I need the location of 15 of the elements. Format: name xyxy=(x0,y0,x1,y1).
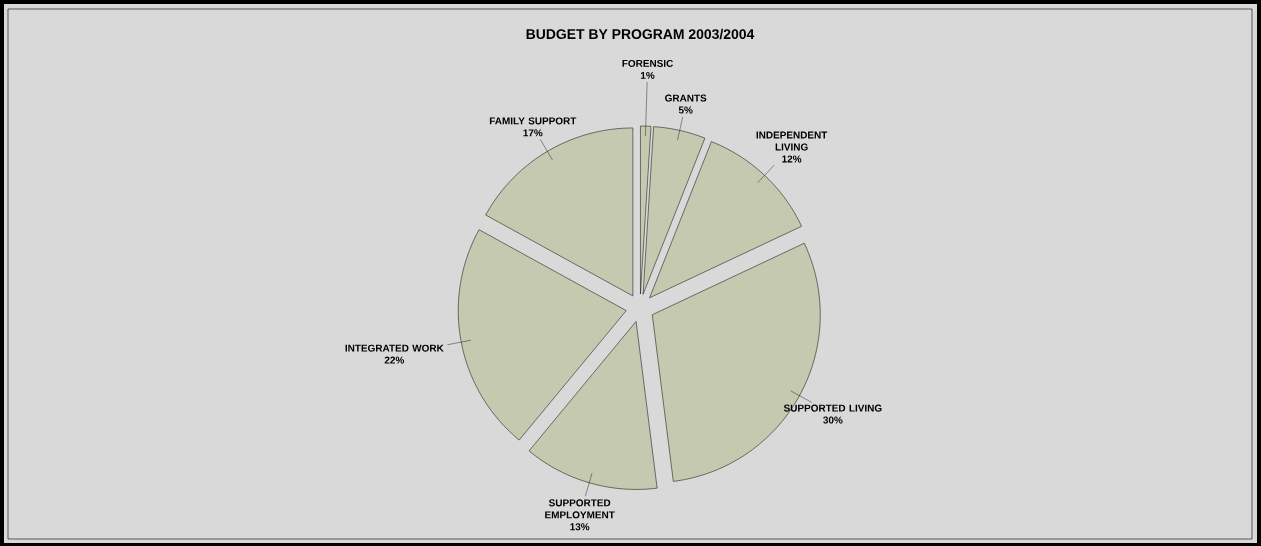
slice-label: INTEGRATED WORK xyxy=(345,344,444,352)
data-label: 13% xyxy=(570,523,590,531)
slice-label: GRANTS xyxy=(665,94,707,102)
slice-label: INDEPENDENT LIVING xyxy=(756,131,828,151)
data-label: 30% xyxy=(823,416,843,424)
slice-label: SUPPORTED EMPLOYMENT xyxy=(545,499,615,519)
slice-label: FORENSIC xyxy=(622,59,674,67)
slice-label: FAMILY SUPPORT xyxy=(489,117,577,125)
data-label: 1% xyxy=(640,71,655,79)
data-label: 22% xyxy=(384,356,405,364)
data-label: 12% xyxy=(782,155,802,163)
data-label: 17% xyxy=(523,129,543,137)
chart-title: BUDGET BY PROGRAM 2003/2004 xyxy=(526,28,755,40)
data-label: 5% xyxy=(678,106,693,114)
slice-label: SUPPORTED LIVING xyxy=(783,404,882,412)
